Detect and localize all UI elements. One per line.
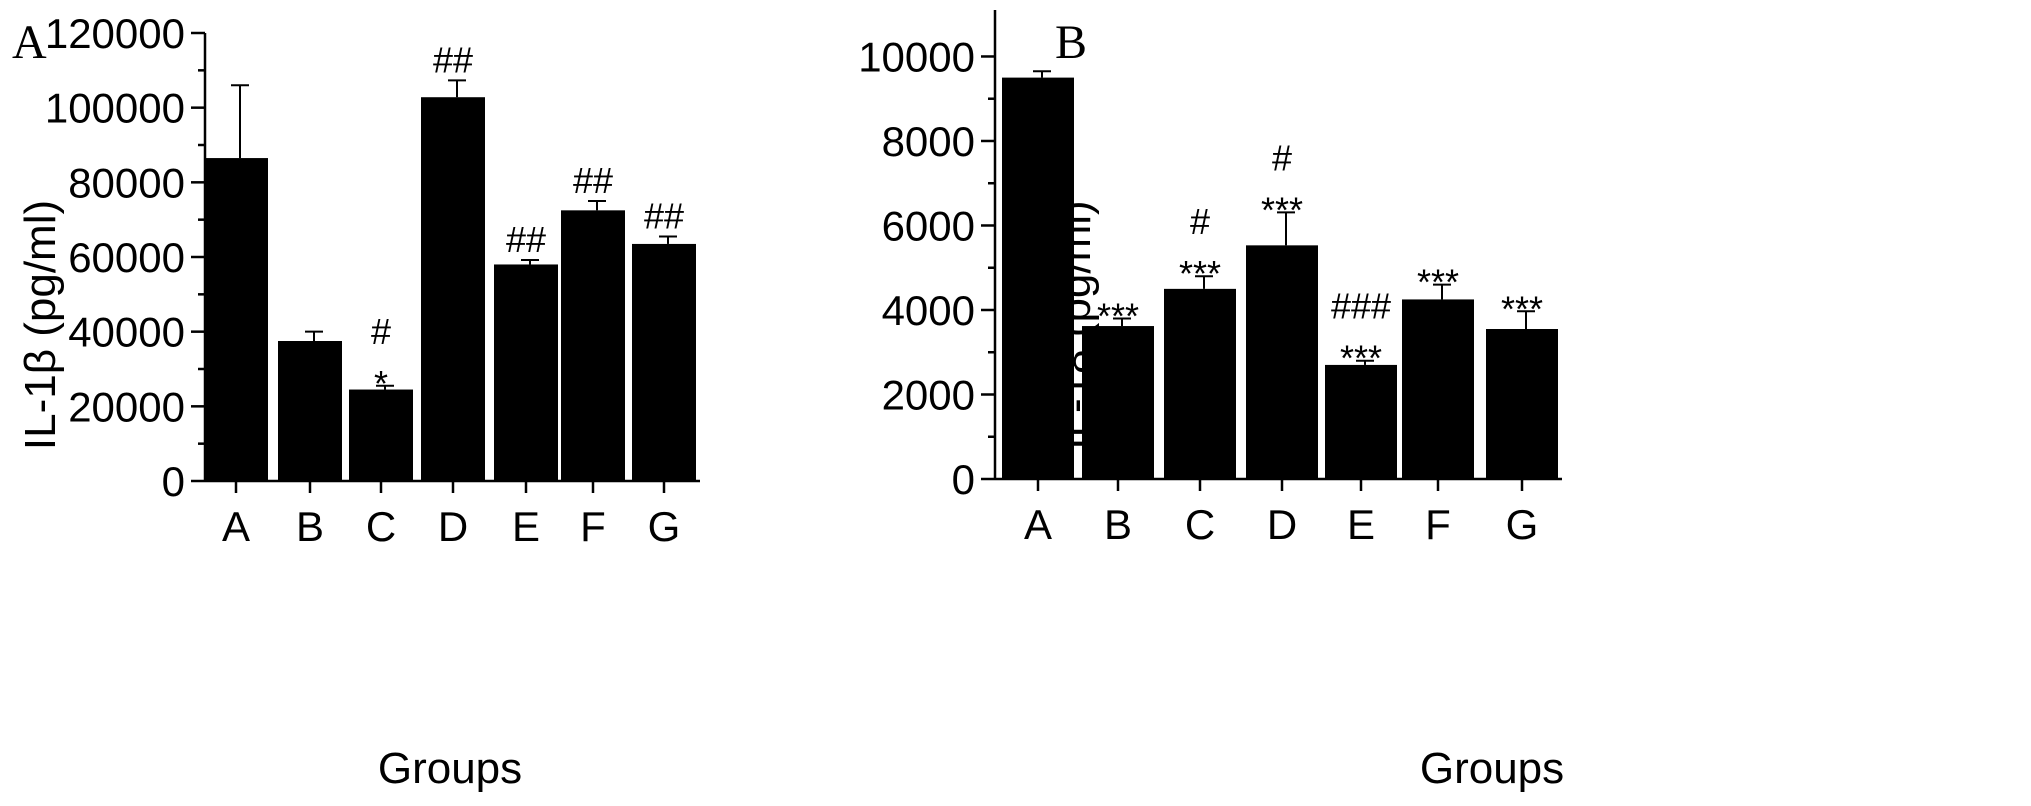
panel-a-x-axis-title: Groups — [378, 744, 522, 793]
panel-a-bar-b — [278, 341, 342, 481]
panel-a-bar-g — [632, 243, 696, 481]
panel-b-y-tick-label: 2000 — [882, 371, 975, 418]
panel-a-significance-mark: * — [374, 363, 388, 404]
panel-b-bar-d — [1246, 245, 1318, 479]
panel-a: A IL-1β (pg/ml) Groups 0 20000 40000 60000 8… — [12, 10, 700, 793]
panel-b-significance-mark: *** — [1340, 338, 1382, 379]
panel-a-y-tick-label: 100000 — [45, 85, 185, 132]
panel-a-y-axis-title: IL-1β (pg/ml) — [16, 200, 65, 450]
panel-b-significance-mark: ### — [1331, 286, 1391, 327]
panel-b-bar-c — [1164, 288, 1236, 479]
panel-b-significance-mark: *** — [1097, 295, 1139, 336]
panel-a-x-tick-label: C — [366, 503, 396, 550]
panel-a-significance-mark: ## — [433, 39, 473, 80]
panel-a-y-tick-label: 120000 — [45, 10, 185, 57]
panel-b-x-axis-title: Groups — [1420, 744, 1564, 793]
panel-b-bar-e — [1325, 364, 1397, 479]
panel-a-bar-a — [204, 158, 268, 482]
panel-b-significance-mark: *** — [1179, 253, 1221, 294]
panel-b-x-tick-label: G — [1506, 501, 1539, 548]
panel-b-y-tick-label: 4000 — [882, 287, 975, 334]
panel-a-y-tick-label: 60000 — [68, 234, 185, 281]
panel-b-letter: B — [1055, 16, 1087, 69]
panel-b-y-tick-label: 10000 — [858, 33, 975, 80]
panel-a-y-tick-label: 0 — [162, 458, 185, 505]
panel-b-bar-g — [1486, 329, 1558, 479]
panel-b-bar-a — [1002, 77, 1074, 479]
panel-a-x-tick-label: A — [222, 503, 250, 550]
panel-b-significance-mark: *** — [1261, 189, 1303, 230]
panel-a-bar-e — [494, 264, 558, 481]
panel-b-x-tick-label: F — [1425, 501, 1451, 548]
panel-b: B IL-18 (pg/ml) Groups 02000400060008000… — [858, 10, 1564, 793]
panel-a-bar-f — [561, 210, 625, 482]
panel-a-significance-mark: ## — [506, 219, 546, 260]
panel-b-significance-mark: *** — [1501, 288, 1543, 329]
panel-b-significance-mark: # — [1272, 137, 1292, 178]
panel-b-x-tick-label: D — [1267, 501, 1297, 548]
panel-a-x-tick-label: B — [296, 503, 324, 550]
panel-a-y-tick-label: 20000 — [68, 383, 185, 430]
panel-a-bar-d — [421, 97, 485, 482]
panel-a-y-tick-label: 80000 — [68, 159, 185, 206]
panel-b-significance-mark: # — [1190, 201, 1210, 242]
panel-a-significance-mark: ## — [573, 160, 613, 201]
panel-a-significance-mark: ## — [644, 195, 684, 236]
panel-a-x-tick-label: F — [580, 503, 606, 550]
panel-a-letter: A — [12, 16, 47, 69]
panel-b-y-tick-label: 6000 — [882, 202, 975, 249]
panel-a-y-tick-label: 40000 — [68, 309, 185, 356]
panel-b-x-tick-label: E — [1347, 501, 1375, 548]
panel-b-x-tick-label: A — [1024, 501, 1052, 548]
panel-b-significance-mark: *** — [1417, 262, 1459, 303]
panel-b-y-tick-label: 8000 — [882, 118, 975, 165]
panel-a-bar-c — [349, 389, 413, 481]
panel-a-x-tick-label: D — [438, 503, 468, 550]
panel-a-significance-mark: # — [371, 311, 391, 352]
panel-a-x-tick-label: E — [512, 503, 540, 550]
panel-b-x-tick-label: B — [1104, 501, 1132, 548]
panel-b-bar-b — [1082, 326, 1154, 479]
panel-b-y-tick-label: 0 — [952, 456, 975, 503]
panel-b-x-tick-label: C — [1185, 501, 1215, 548]
panel-a-x-tick-label: G — [648, 503, 681, 550]
panel-b-bar-f — [1402, 299, 1474, 479]
